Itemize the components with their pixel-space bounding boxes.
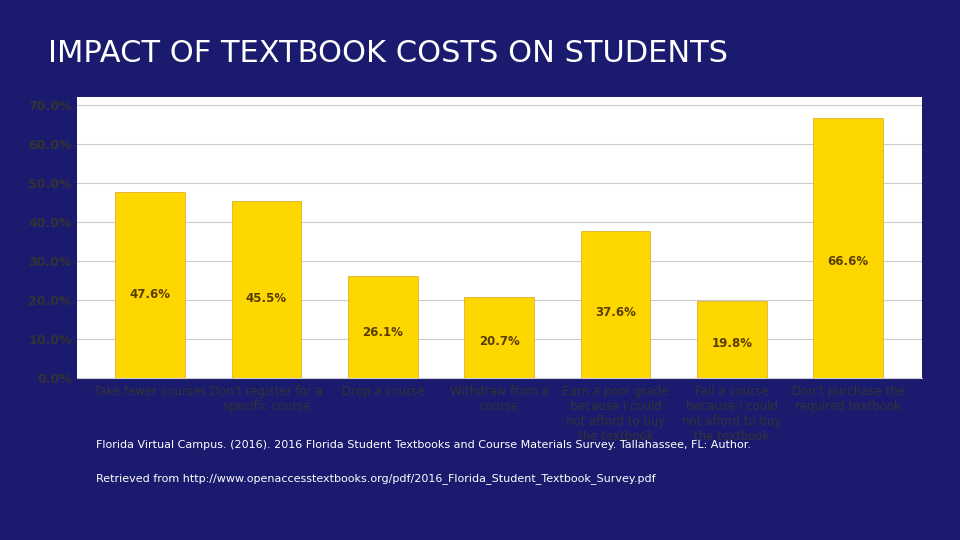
Text: 19.8%: 19.8% [711, 337, 753, 350]
Text: 66.6%: 66.6% [828, 255, 869, 268]
Bar [115, 192, 185, 378]
Text: 37.6%: 37.6% [595, 306, 636, 319]
Bar [813, 118, 883, 378]
Bar [348, 276, 418, 378]
Bar [231, 200, 301, 378]
Bar [465, 297, 534, 378]
Text: Retrieved from http://www.openaccesstextbooks.org/pdf/2016_Florida_Student_Textb: Retrieved from http://www.openaccesstext… [96, 472, 656, 483]
Text: Florida Virtual Campus. (2016). 2016 Florida Student Textbooks and Course Materi: Florida Virtual Campus. (2016). 2016 Flo… [96, 440, 751, 450]
Text: 45.5%: 45.5% [246, 292, 287, 305]
Bar [697, 301, 767, 378]
Text: 20.7%: 20.7% [479, 335, 519, 348]
Text: IMPACT OF TEXTBOOK COSTS ON STUDENTS: IMPACT OF TEXTBOOK COSTS ON STUDENTS [48, 39, 728, 69]
Text: 26.1%: 26.1% [362, 326, 403, 339]
Bar [581, 231, 651, 378]
Text: 47.6%: 47.6% [130, 288, 171, 301]
